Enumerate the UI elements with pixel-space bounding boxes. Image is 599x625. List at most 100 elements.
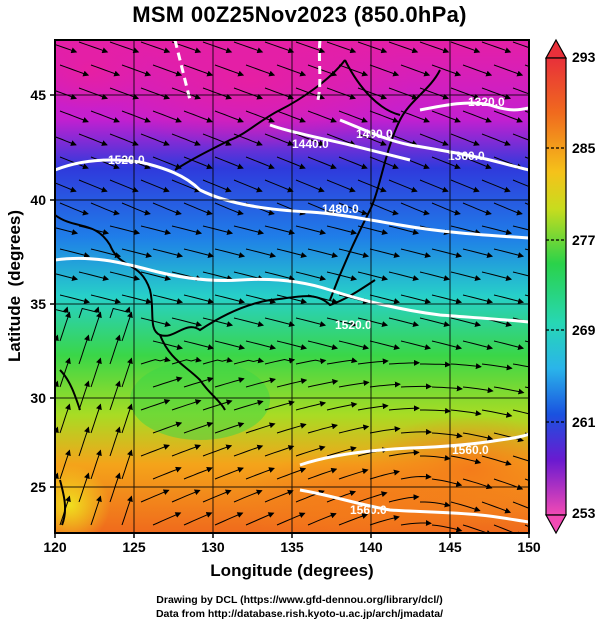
streamline bbox=[400, 428, 432, 435]
streamline bbox=[109, 133, 139, 146]
streamline bbox=[183, 64, 214, 77]
streamline bbox=[78, 41, 109, 54]
streamline bbox=[90, 357, 102, 388]
streamline bbox=[171, 399, 202, 411]
streamline bbox=[233, 225, 265, 235]
streamline bbox=[55, 273, 79, 281]
streamline bbox=[431, 248, 463, 258]
streamline bbox=[326, 490, 357, 503]
x-axis-title: Longitude (degrees) bbox=[210, 561, 373, 580]
streamline bbox=[369, 64, 400, 77]
streamline bbox=[338, 202, 368, 216]
streamline bbox=[295, 225, 327, 235]
x-tick-label: 145 bbox=[438, 539, 462, 555]
x-tick-label: 125 bbox=[122, 539, 146, 555]
streamline bbox=[388, 449, 420, 457]
streamline bbox=[59, 64, 90, 77]
streamline bbox=[183, 156, 213, 170]
contour-label: 1400.0 bbox=[356, 127, 393, 141]
streamline bbox=[400, 383, 432, 390]
streamline bbox=[202, 225, 234, 235]
streamline bbox=[338, 156, 368, 170]
streamline bbox=[357, 179, 387, 193]
chart-title: MSM 00Z25Nov2023 (850.0hPa) bbox=[132, 2, 467, 27]
streamline bbox=[400, 473, 432, 480]
streamline bbox=[431, 110, 461, 123]
streamline bbox=[357, 133, 387, 146]
contour-label: 1440.0 bbox=[292, 137, 329, 151]
streamline bbox=[431, 64, 462, 77]
contour-label: 1520.0 bbox=[335, 318, 372, 332]
streamline bbox=[462, 248, 494, 258]
streamline bbox=[55, 227, 79, 235]
streamline bbox=[295, 271, 327, 281]
streamline bbox=[78, 334, 90, 365]
streamline bbox=[369, 202, 399, 216]
streamline bbox=[214, 377, 245, 388]
streamline bbox=[202, 271, 234, 281]
contour-label: 1360.0 bbox=[448, 149, 485, 163]
streamline bbox=[326, 179, 356, 193]
colorbar: 293 285 277 269 261 253 bbox=[544, 38, 596, 535]
contour-labels: 1320.0 1360.0 1400.0 1440.0 1480.0 1520.… bbox=[108, 95, 505, 517]
streamline bbox=[493, 340, 525, 350]
streamline bbox=[481, 409, 513, 418]
streamline bbox=[357, 225, 389, 235]
streamline bbox=[140, 271, 172, 281]
streamline bbox=[59, 403, 71, 434]
streamline bbox=[307, 202, 337, 216]
streamline bbox=[171, 317, 203, 327]
streamline bbox=[214, 64, 245, 77]
streamline bbox=[152, 466, 182, 480]
streamline bbox=[481, 271, 513, 281]
streamline bbox=[140, 489, 170, 503]
streamline bbox=[481, 133, 511, 146]
streamline bbox=[326, 357, 358, 365]
streamline bbox=[183, 202, 213, 216]
streamline bbox=[183, 421, 214, 434]
streamline bbox=[419, 133, 449, 146]
streamline bbox=[59, 357, 71, 388]
streamline bbox=[326, 41, 357, 54]
streamline bbox=[109, 472, 121, 503]
streamline bbox=[388, 87, 419, 100]
streamline bbox=[338, 380, 370, 388]
streamline bbox=[264, 225, 296, 235]
streamline bbox=[276, 64, 307, 77]
streamline bbox=[307, 467, 338, 480]
streamline bbox=[140, 444, 170, 457]
streamline bbox=[90, 311, 102, 342]
x-tick-label: 130 bbox=[201, 539, 225, 555]
y-tick-label: 35 bbox=[30, 296, 46, 312]
streamline bbox=[450, 179, 480, 193]
streamline bbox=[369, 381, 401, 388]
y-tick-label: 30 bbox=[30, 390, 46, 406]
streamline bbox=[326, 446, 357, 457]
streamline bbox=[78, 380, 90, 411]
contour-label: 1480.0 bbox=[322, 202, 359, 216]
streamline bbox=[307, 110, 337, 123]
colorbar-min-arrow bbox=[544, 514, 568, 535]
streamline bbox=[264, 489, 294, 503]
streamline bbox=[121, 449, 133, 480]
streamline bbox=[307, 340, 339, 350]
streamline bbox=[202, 317, 234, 327]
streamline bbox=[152, 64, 183, 77]
streamline bbox=[307, 248, 339, 258]
streamline bbox=[264, 179, 294, 193]
streamline bbox=[388, 359, 420, 366]
streamline bbox=[357, 403, 389, 411]
streamline bbox=[400, 64, 431, 77]
streamline bbox=[90, 495, 102, 526]
streamline bbox=[59, 156, 89, 170]
streamline bbox=[307, 378, 339, 388]
streamline bbox=[90, 110, 120, 123]
streamline bbox=[295, 41, 326, 54]
streamline bbox=[171, 179, 201, 193]
streamline bbox=[90, 64, 121, 77]
streamline bbox=[338, 64, 369, 77]
streamline bbox=[183, 248, 215, 258]
streamline bbox=[400, 294, 432, 304]
streamline bbox=[90, 449, 102, 480]
streamline bbox=[121, 248, 153, 258]
